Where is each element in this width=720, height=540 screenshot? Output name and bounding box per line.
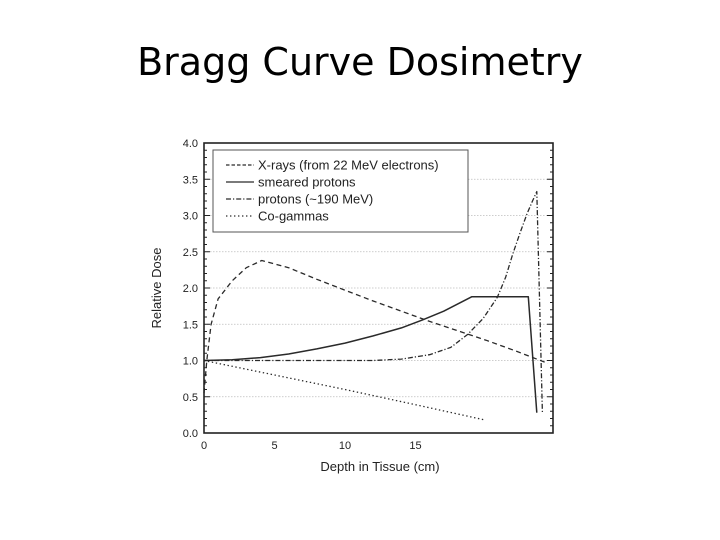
series-line-protons-190-mev bbox=[204, 190, 544, 413]
axis-ticks: 0.0 0.5 1.0 1.5 2.0 2.5 3.0 3.5 4.0 0 5 10 15 bbox=[183, 138, 553, 452]
legend-label: Co-gammas bbox=[258, 209, 329, 224]
legend-box bbox=[212, 149, 469, 233]
series-line-x-rays-from-22-mev-electrons bbox=[203, 259, 549, 394]
y-tick-label: 4.0 bbox=[183, 138, 198, 150]
legend: X-rays (from 22 MeV electrons) smeared pr… bbox=[212, 149, 469, 233]
legend-label: smeared protons bbox=[258, 175, 356, 190]
x-tick-label: 5 bbox=[271, 440, 277, 452]
y-tick-label: 0.5 bbox=[183, 392, 198, 404]
y-tick-label: 3.5 bbox=[183, 174, 198, 186]
y-tick-label: 1.0 bbox=[183, 356, 198, 368]
x-tick-label: 15 bbox=[409, 440, 421, 452]
y-tick-label: 2.0 bbox=[183, 283, 198, 295]
y-tick-label: 1.5 bbox=[183, 319, 198, 331]
x-axis-title: Depth in Tissue (cm) bbox=[320, 459, 439, 474]
y-tick-label: 3.0 bbox=[183, 211, 198, 223]
y-tick-label: 2.5 bbox=[183, 247, 198, 259]
legend-label: X-rays (from 22 MeV electrons) bbox=[258, 158, 439, 173]
series-line-smeared-protons bbox=[203, 295, 538, 413]
series-lines bbox=[203, 190, 549, 421]
legend-label: protons (~190 MeV) bbox=[258, 192, 373, 207]
x-tick-label: 0 bbox=[201, 440, 207, 452]
y-axis-title: Relative Dose bbox=[149, 248, 164, 329]
slide-title: Bragg Curve Dosimetry bbox=[137, 40, 583, 84]
x-tick-label: 10 bbox=[339, 440, 351, 452]
y-tick-label: 0.0 bbox=[183, 428, 198, 440]
